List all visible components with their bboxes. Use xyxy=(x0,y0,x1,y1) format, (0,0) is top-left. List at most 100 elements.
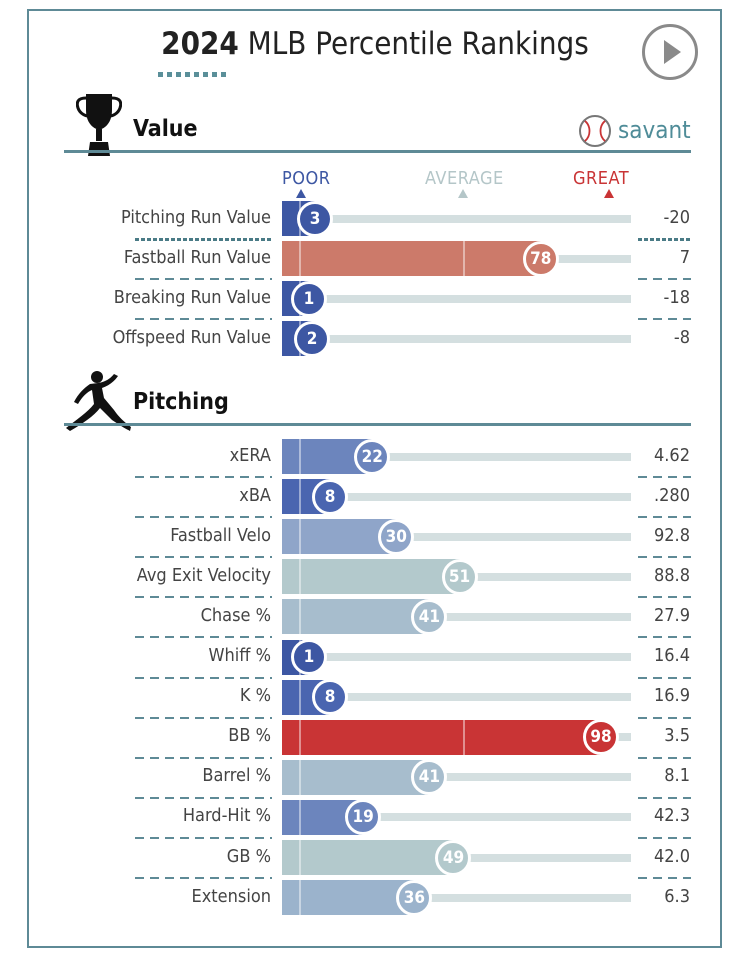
percentile-badge: 41 xyxy=(411,759,448,796)
percentile-bar xyxy=(282,559,460,595)
page-title: 2024 MLB Percentile Rankings xyxy=(0,26,750,62)
title-text: MLB Percentile Rankings xyxy=(238,26,589,62)
percentile-track xyxy=(282,294,631,303)
percentile-track xyxy=(282,813,631,822)
metric-value: 42.0 xyxy=(653,845,690,867)
row-separator-left xyxy=(135,636,272,639)
percentile-badge: 98 xyxy=(582,719,619,756)
metric-value: -8 xyxy=(673,326,690,348)
poor-line xyxy=(299,799,301,835)
metric-value: 3.5 xyxy=(664,725,690,747)
percentile-badge: 36 xyxy=(396,879,433,916)
metric-label: Whiff % xyxy=(208,645,271,666)
poor-line xyxy=(299,479,301,515)
scale-average: AVERAGE xyxy=(425,168,504,189)
row-separator-left xyxy=(135,796,272,799)
percentile-track xyxy=(282,653,631,661)
metric-value: 8.1 xyxy=(664,765,690,787)
metric-label: Hard-Hit % xyxy=(182,805,271,827)
row-separator-right xyxy=(638,877,691,879)
section-title-value: Value xyxy=(133,116,198,142)
percentile-badge: 41 xyxy=(411,598,448,635)
metric-value: 88.8 xyxy=(653,564,690,586)
poor-line xyxy=(299,559,301,595)
row-separator-right xyxy=(638,596,691,599)
row-separator-right xyxy=(638,836,691,839)
percentile-badge: 49 xyxy=(435,839,472,876)
metric-label: Chase % xyxy=(200,604,271,626)
title-year: 2024 xyxy=(161,26,239,62)
poor-line xyxy=(299,241,301,277)
scale-poor: POOR xyxy=(282,168,331,189)
percentile-track xyxy=(282,334,631,343)
row-separator-left xyxy=(135,596,272,599)
percentile-bar xyxy=(282,759,430,795)
metric-label: BB % xyxy=(228,725,271,747)
row-separator-left xyxy=(135,877,272,879)
poor-line xyxy=(299,719,301,755)
percentile-track xyxy=(282,612,631,621)
row-separator-right xyxy=(638,636,691,639)
percentile-bar xyxy=(282,599,430,635)
metric-label: xBA xyxy=(239,484,271,506)
percentile-track xyxy=(282,452,631,461)
section-rule-value xyxy=(64,150,691,153)
row-separator-right xyxy=(638,318,691,321)
row-separator-right xyxy=(638,556,691,559)
row-separator-right xyxy=(638,716,691,719)
play-icon xyxy=(664,40,681,64)
card-frame xyxy=(27,9,722,948)
percentile-badge: 1 xyxy=(291,639,327,675)
percentile-track xyxy=(282,693,631,702)
great-arrow-icon xyxy=(604,189,614,198)
row-separator-left xyxy=(135,716,272,719)
percentile-track xyxy=(282,214,631,223)
row-separator-right xyxy=(638,238,691,241)
metric-label: Avg Exit Velocity xyxy=(136,564,271,586)
percentile-badge: 8 xyxy=(312,679,349,716)
row-separator-left xyxy=(135,476,272,478)
row-separator-left xyxy=(135,676,272,679)
metric-label: Breaking Run Value xyxy=(113,286,271,308)
percentile-track xyxy=(282,492,631,501)
percentile-track xyxy=(282,773,631,782)
row-separator-right xyxy=(638,756,691,759)
percentile-bar xyxy=(282,719,601,755)
row-separator-left xyxy=(135,278,272,281)
percentile-badge: 78 xyxy=(522,240,559,277)
metric-value: .280 xyxy=(653,484,690,506)
metric-label: Fastball Velo xyxy=(170,524,271,546)
baseball-icon xyxy=(579,115,611,147)
metric-value: 4.62 xyxy=(653,444,690,466)
poor-line xyxy=(299,880,301,916)
row-separator-right xyxy=(638,476,691,478)
row-separator-left xyxy=(135,836,272,839)
metric-label: Offspeed Run Value xyxy=(112,326,271,348)
percentile-bar xyxy=(282,241,541,277)
row-separator-left xyxy=(135,238,272,241)
metric-value: 7 xyxy=(679,246,690,268)
percentile-bar xyxy=(282,880,415,916)
row-separator-right xyxy=(638,796,691,799)
savant-logo-text: savant xyxy=(618,116,691,144)
metric-value: 6.3 xyxy=(664,885,690,907)
metric-value: 16.9 xyxy=(653,685,690,707)
section-rule-pitching xyxy=(64,423,691,426)
metric-value: 92.8 xyxy=(653,524,690,546)
poor-line xyxy=(299,439,301,474)
poor-arrow-icon xyxy=(296,189,306,198)
row-separator-right xyxy=(638,278,691,281)
percentile-badge: 30 xyxy=(378,518,415,555)
percentile-bar xyxy=(282,840,454,875)
metric-label: GB % xyxy=(226,845,271,867)
metric-value: 27.9 xyxy=(653,604,690,626)
metric-label: Extension xyxy=(191,885,272,907)
average-line xyxy=(463,241,465,277)
metric-label: Barrel % xyxy=(202,765,271,787)
percentile-badge: 8 xyxy=(312,478,349,515)
row-separator-left xyxy=(135,318,272,321)
percentile-badge: 51 xyxy=(441,558,478,595)
play-button[interactable] xyxy=(642,24,698,80)
row-separator-left xyxy=(135,756,272,759)
percentile-badge: 2 xyxy=(294,320,331,357)
